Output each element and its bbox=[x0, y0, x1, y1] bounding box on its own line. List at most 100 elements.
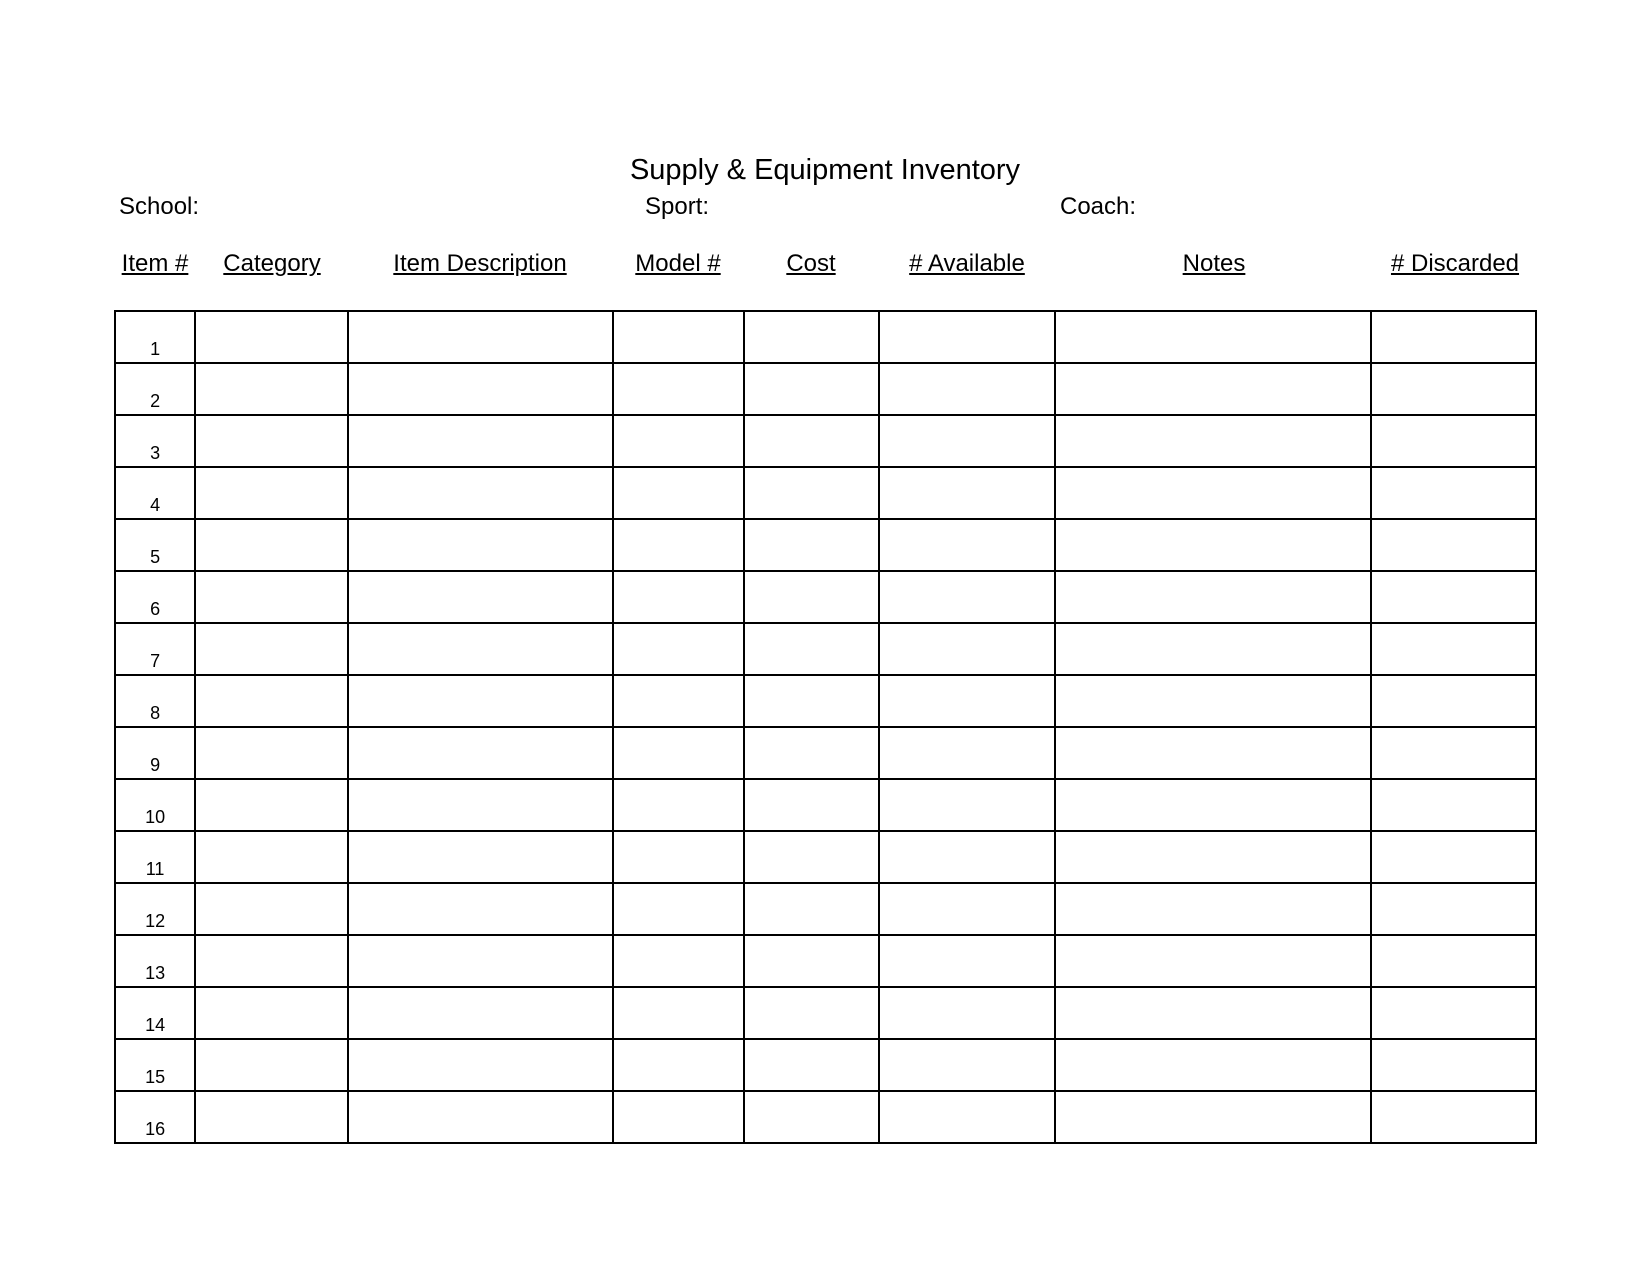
table-cell[interactable] bbox=[1054, 570, 1373, 624]
table-cell[interactable] bbox=[877, 986, 1057, 1040]
table-cell[interactable] bbox=[742, 310, 880, 364]
table-cell[interactable] bbox=[1370, 570, 1537, 624]
table-cell[interactable] bbox=[877, 1038, 1057, 1092]
table-cell[interactable] bbox=[194, 622, 350, 676]
table-cell[interactable] bbox=[194, 362, 350, 416]
table-cell[interactable] bbox=[194, 934, 350, 988]
table-cell[interactable] bbox=[347, 778, 614, 832]
table-cell[interactable] bbox=[611, 1038, 745, 1092]
table-cell[interactable] bbox=[611, 726, 745, 780]
table-cell[interactable] bbox=[347, 570, 614, 624]
table-cell[interactable] bbox=[742, 466, 880, 520]
table-cell[interactable] bbox=[877, 362, 1057, 416]
table-cell[interactable] bbox=[742, 830, 880, 884]
table-cell[interactable] bbox=[611, 570, 745, 624]
table-cell[interactable] bbox=[877, 726, 1057, 780]
table-cell[interactable] bbox=[611, 986, 745, 1040]
table-cell[interactable] bbox=[1054, 518, 1373, 572]
table-cell[interactable] bbox=[611, 1090, 745, 1144]
table-cell[interactable] bbox=[1054, 1038, 1373, 1092]
table-cell[interactable] bbox=[347, 622, 614, 676]
table-cell[interactable] bbox=[877, 310, 1057, 364]
table-cell[interactable] bbox=[347, 310, 614, 364]
table-cell[interactable] bbox=[1370, 1038, 1537, 1092]
table-cell[interactable] bbox=[611, 310, 745, 364]
table-cell[interactable] bbox=[1370, 1090, 1537, 1144]
table-cell[interactable] bbox=[1370, 518, 1537, 572]
table-cell[interactable] bbox=[877, 882, 1057, 936]
table-cell[interactable] bbox=[1370, 362, 1537, 416]
table-cell[interactable] bbox=[1054, 830, 1373, 884]
table-cell[interactable] bbox=[1370, 622, 1537, 676]
table-cell[interactable] bbox=[194, 518, 350, 572]
table-cell[interactable] bbox=[877, 466, 1057, 520]
table-cell[interactable] bbox=[611, 414, 745, 468]
table-cell[interactable] bbox=[742, 622, 880, 676]
table-cell[interactable] bbox=[742, 674, 880, 728]
table-cell[interactable] bbox=[194, 726, 350, 780]
table-cell[interactable] bbox=[1370, 778, 1537, 832]
table-cell[interactable] bbox=[742, 986, 880, 1040]
table-cell[interactable] bbox=[1054, 726, 1373, 780]
table-cell[interactable] bbox=[742, 362, 880, 416]
table-cell[interactable] bbox=[1054, 414, 1373, 468]
table-cell[interactable] bbox=[877, 518, 1057, 572]
table-cell[interactable] bbox=[611, 622, 745, 676]
table-cell[interactable] bbox=[742, 414, 880, 468]
table-cell[interactable] bbox=[194, 310, 350, 364]
table-cell[interactable] bbox=[877, 622, 1057, 676]
table-cell[interactable] bbox=[742, 1090, 880, 1144]
table-cell[interactable] bbox=[347, 934, 614, 988]
table-cell[interactable] bbox=[1370, 726, 1537, 780]
table-cell[interactable] bbox=[611, 362, 745, 416]
table-cell[interactable] bbox=[347, 674, 614, 728]
table-cell[interactable] bbox=[877, 1090, 1057, 1144]
table-cell[interactable] bbox=[347, 362, 614, 416]
table-cell[interactable] bbox=[1370, 830, 1537, 884]
table-cell[interactable] bbox=[194, 986, 350, 1040]
table-cell[interactable] bbox=[1054, 778, 1373, 832]
table-cell[interactable] bbox=[1370, 934, 1537, 988]
table-cell[interactable] bbox=[742, 1038, 880, 1092]
table-cell[interactable] bbox=[347, 830, 614, 884]
table-cell[interactable] bbox=[194, 830, 350, 884]
table-cell[interactable] bbox=[611, 466, 745, 520]
table-cell[interactable] bbox=[1370, 414, 1537, 468]
table-cell[interactable] bbox=[1370, 466, 1537, 520]
table-cell[interactable] bbox=[611, 518, 745, 572]
table-cell[interactable] bbox=[347, 986, 614, 1040]
table-cell[interactable] bbox=[1054, 622, 1373, 676]
table-cell[interactable] bbox=[1054, 882, 1373, 936]
table-cell[interactable] bbox=[877, 570, 1057, 624]
table-cell[interactable] bbox=[611, 674, 745, 728]
table-cell[interactable] bbox=[742, 570, 880, 624]
table-cell[interactable] bbox=[1054, 674, 1373, 728]
table-cell[interactable] bbox=[742, 778, 880, 832]
table-cell[interactable] bbox=[347, 518, 614, 572]
table-cell[interactable] bbox=[194, 1090, 350, 1144]
table-cell[interactable] bbox=[1054, 1090, 1373, 1144]
table-cell[interactable] bbox=[1370, 310, 1537, 364]
table-cell[interactable] bbox=[1054, 310, 1373, 364]
table-cell[interactable] bbox=[742, 934, 880, 988]
table-cell[interactable] bbox=[194, 414, 350, 468]
table-cell[interactable] bbox=[742, 726, 880, 780]
table-cell[interactable] bbox=[1054, 466, 1373, 520]
table-cell[interactable] bbox=[877, 830, 1057, 884]
table-cell[interactable] bbox=[347, 726, 614, 780]
table-cell[interactable] bbox=[194, 466, 350, 520]
table-cell[interactable] bbox=[742, 882, 880, 936]
table-cell[interactable] bbox=[347, 882, 614, 936]
table-cell[interactable] bbox=[1054, 986, 1373, 1040]
table-cell[interactable] bbox=[1370, 674, 1537, 728]
table-cell[interactable] bbox=[347, 466, 614, 520]
table-cell[interactable] bbox=[1370, 986, 1537, 1040]
table-cell[interactable] bbox=[611, 778, 745, 832]
table-cell[interactable] bbox=[347, 1090, 614, 1144]
table-cell[interactable] bbox=[194, 778, 350, 832]
table-cell[interactable] bbox=[1370, 882, 1537, 936]
table-cell[interactable] bbox=[877, 674, 1057, 728]
table-cell[interactable] bbox=[1054, 362, 1373, 416]
table-cell[interactable] bbox=[347, 414, 614, 468]
table-cell[interactable] bbox=[1054, 934, 1373, 988]
